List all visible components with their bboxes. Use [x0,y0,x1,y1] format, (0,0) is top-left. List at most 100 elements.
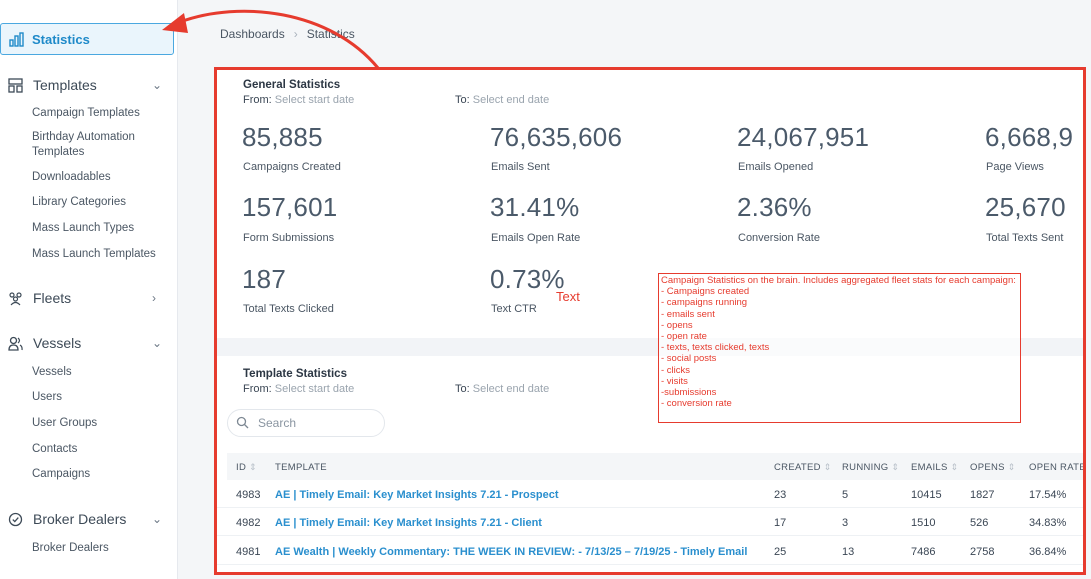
stat-label-emails-sent: Emails Sent [491,161,550,173]
to-label: To: [455,94,470,106]
sidebar-item-label: Templates [33,77,97,93]
annotation-note: Campaign Statistics on the brain. Includ… [658,273,1021,423]
general-from-date[interactable]: From: Select start date [243,94,354,106]
sidebar-subitem-campaign-templates[interactable]: Campaign Templates [32,107,140,119]
chevron-right-icon: › [293,27,298,41]
column-header-created[interactable]: CREATED ⇕ [774,462,832,473]
search-icon [236,416,250,430]
stat-label-emails-open-rate: Emails Open Rate [491,232,581,244]
stat-label-conversion-rate: Conversion Rate [738,232,820,244]
stat-value-conversion-rate: 2.36% [737,192,812,222]
cell-id: 4983 [236,489,261,501]
cell-template-link[interactable]: AE Wealth | Weekly Commentary: THE WEEK … [275,546,748,558]
sidebar-subitem-mass-launch-types[interactable]: Mass Launch Types [32,222,135,234]
annotation-line: - texts, texts clicked, texts [661,342,770,354]
table-row: 4983 AE | Timely Email: Key Market Insig… [216,482,1086,508]
stat-value-page-views: 6,668,9 [985,122,1074,152]
sidebar-item-statistics[interactable]: Statistics [0,23,174,55]
cell-emails: 7486 [911,546,936,558]
cell-running: 5 [842,489,849,501]
cell-open-rate: 34.83% [1029,517,1067,529]
column-header-running[interactable]: RUNNING ⇕ [842,462,900,473]
sidebar-item-label: Broker Dealers [33,511,127,527]
sort-icon[interactable]: ⇕ [1007,462,1016,472]
to-label: To: [455,383,470,395]
sort-icon[interactable]: ⇕ [891,462,900,472]
stat-value-campaigns-created: 85,885 [242,122,323,152]
column-header-id[interactable]: ID ⇕ [236,462,257,473]
sidebar-subitem-campaigns[interactable]: Campaigns [32,468,91,480]
sort-icon[interactable]: ⇕ [249,462,257,472]
stat-label-total-texts-sent: Total Texts Sent [986,232,1064,244]
stat-label-form-submissions: Form Submissions [243,232,335,244]
cell-created: 17 [774,517,787,529]
sidebar-item-fleets[interactable]: Fleets › [0,287,178,309]
annotation-line: - social posts [661,353,717,365]
sidebar-subitem-birthday-automation-templates[interactable]: Birthday Automation Templates [32,131,135,158]
sidebar-subitem-contacts[interactable]: Contacts [32,443,78,455]
table-header [227,453,1086,480]
cell-id: 4982 [236,517,261,529]
cell-emails: 1510 [911,517,936,529]
column-header-template: TEMPLATE [275,462,327,473]
sidebar: Statistics Templates ⌄ Campaign Template… [0,0,178,579]
general-to-date[interactable]: To: Select end date [455,94,549,106]
to-date-placeholder: Select end date [472,383,550,395]
cell-opens: 526 [970,517,989,529]
sort-icon[interactable]: ⇕ [950,462,959,472]
cell-open-rate: 17.54% [1029,489,1067,501]
stat-value-total-texts-sent: 25,670 [985,192,1066,222]
stat-value-form-submissions: 157,601 [242,192,338,222]
column-header-opens[interactable]: OPENS ⇕ [970,462,1016,473]
from-label: From: [243,94,272,106]
chevron-down-icon: ⌄ [152,78,163,92]
layout-icon [8,77,23,93]
column-header-emails[interactable]: EMAILS ⇕ [911,462,959,473]
stat-label-campaigns-created: Campaigns Created [243,161,341,173]
sidebar-item-label: Statistics [32,31,90,47]
to-date-placeholder: Select end date [472,94,550,106]
sidebar-subitem-broker-dealers[interactable]: Broker Dealers [32,542,109,554]
sidebar-subitem-vessels[interactable]: Vessels [32,366,72,378]
stat-value-emails-sent: 76,635,606 [490,122,623,152]
sidebar-subitem-library-categories[interactable]: Library Categories [32,196,126,208]
cell-running: 3 [842,517,849,529]
sidebar-subitem-mass-launch-templates[interactable]: Mass Launch Templates [32,248,156,260]
stat-value-text-ctr: 0.73% [490,264,565,294]
cell-template-link[interactable]: AE | Timely Email: Key Market Insights 7… [275,489,559,501]
cell-template-link[interactable]: AE | Timely Email: Key Market Insights 7… [275,517,542,529]
sidebar-item-templates[interactable]: Templates ⌄ [0,74,178,96]
sidebar-item-label: Vessels [33,335,82,351]
search-input[interactable]: Search [227,409,385,437]
cell-running: 13 [842,546,855,558]
sidebar-subitem-user-groups[interactable]: User Groups [32,417,98,429]
check-circle-icon [8,512,23,527]
sidebar-item-label: Fleets [33,290,72,306]
sidebar-item-broker-dealers[interactable]: Broker Dealers ⌄ [0,508,178,530]
breadcrumb-dashboards[interactable]: Dashboards [220,27,285,41]
table-row: 4982 AE | Timely Email: Key Market Insig… [216,510,1086,536]
cell-opens: 1827 [970,489,995,501]
column-header-open-rate[interactable]: OPEN RATE [1029,462,1086,473]
template-statistics-title: Template Statistics [243,368,347,380]
sidebar-subitem-downloadables[interactable]: Downloadables [32,171,111,183]
table-row: 4981 AE Wealth | Weekly Commentary: THE … [216,539,1086,565]
sidebar-subitem-users[interactable]: Users [32,391,63,403]
cell-emails: 10415 [911,489,942,501]
stat-value-total-texts-clicked: 187 [242,264,286,294]
statistics-panel: General Statistics From: Select start da… [216,68,1086,574]
sidebar-item-vessels[interactable]: Vessels ⌄ [0,332,178,354]
annotation-line: - open rate [661,331,707,343]
sort-icon[interactable]: ⇕ [823,462,832,472]
template-to-date[interactable]: To: Select end date [455,383,549,395]
annotation-line: - visits [661,375,688,387]
search-placeholder: Search [258,416,297,430]
cell-created: 25 [774,546,787,558]
annotation-line: - opens [661,319,693,331]
cell-open-rate: 36.84% [1029,546,1067,558]
from-date-placeholder: Select start date [274,383,355,395]
stat-label-total-texts-clicked: Total Texts Clicked [243,303,334,315]
stat-label-page-views: Page Views [986,161,1044,173]
template-from-date[interactable]: From: Select start date [243,383,354,395]
chevron-right-icon: › [152,291,156,305]
